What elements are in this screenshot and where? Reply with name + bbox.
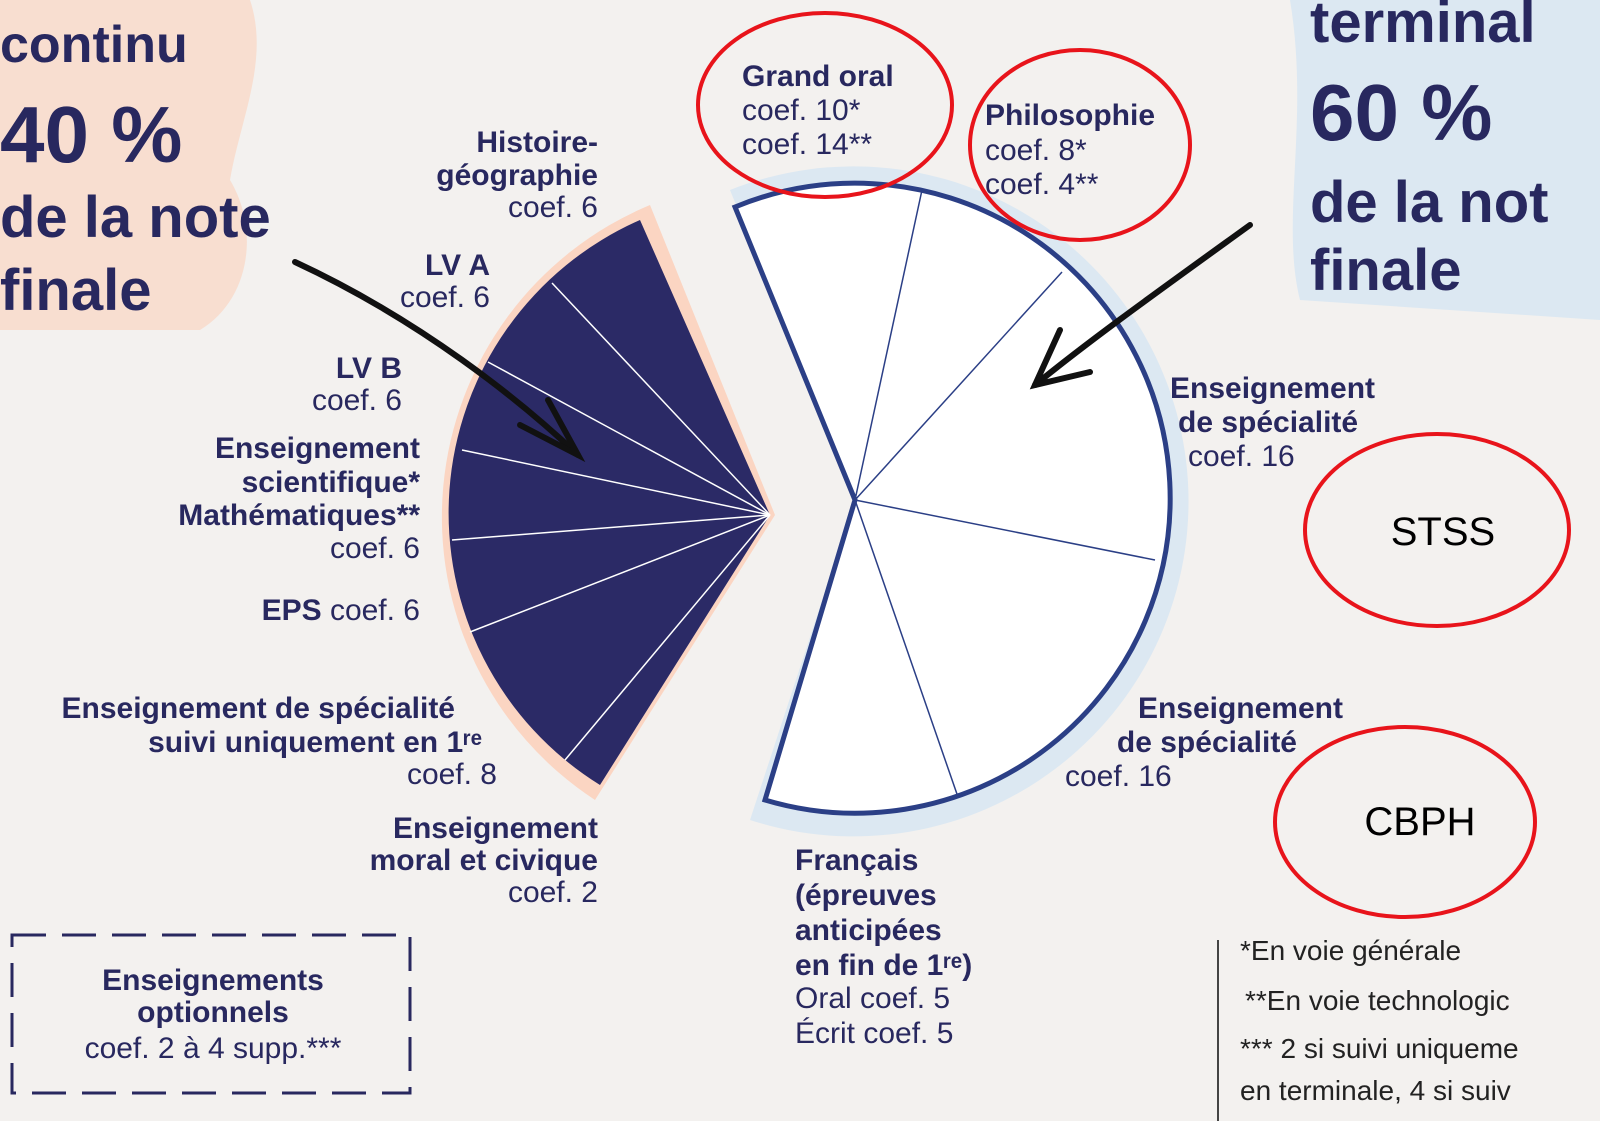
header-line: terminal	[1310, 0, 1536, 55]
left-labels: Histoire- géographie coef. 6 LV A coef. …	[62, 126, 598, 909]
label-coef: coef. 6	[508, 191, 598, 224]
header-line: finale	[0, 258, 152, 323]
left-fan	[448, 220, 770, 785]
label-title: EPS	[262, 594, 322, 627]
header-line: de la not	[1310, 170, 1548, 235]
label-title: LV B	[336, 352, 402, 385]
label-title: Enseignement	[215, 432, 420, 465]
label-coef: Écrit coef. 5	[795, 1017, 953, 1050]
label-title: (épreuves	[795, 879, 937, 912]
label-coef: coef. 8	[407, 758, 497, 791]
label-title: suivi uniquement en 1ʳᵉ	[148, 726, 482, 759]
label-title: géographie	[436, 159, 598, 192]
annotation-circles	[696, 11, 1571, 919]
label-title: Français	[795, 844, 918, 877]
label-coef: coef. 6	[330, 532, 420, 565]
annotation: STSS	[1391, 510, 1495, 554]
brush-left	[0, 0, 257, 330]
label-coef: coef. 4**	[985, 168, 1099, 201]
label-title: Enseignement	[1138, 692, 1343, 725]
footnote: *En voie générale	[1240, 935, 1461, 966]
header-line: finale	[1310, 238, 1462, 303]
label-title: LV A	[425, 249, 490, 282]
fan-dividers	[451, 282, 771, 761]
label-title: Enseignement	[393, 812, 598, 845]
label-coef: coef. 16	[1065, 760, 1172, 793]
label-title: de spécialité	[1178, 406, 1358, 439]
label-coef: coef. 10*	[742, 94, 861, 127]
header-percent: 40 %	[0, 90, 182, 179]
label-title: de spécialité	[1117, 726, 1297, 759]
header-line: continu	[0, 16, 188, 74]
footnote: en terminale, 4 si suiv	[1240, 1075, 1511, 1106]
header-percent: 60 %	[1310, 68, 1492, 157]
optional-labels: Enseignements optionnels coef. 2 à 4 sup…	[85, 964, 342, 1065]
pie-dividers	[854, 189, 1156, 798]
label-coef: coef. 6	[400, 281, 490, 314]
label-title: Enseignement	[1170, 372, 1375, 405]
label-inline: EPS coef. 6	[262, 594, 420, 627]
label-coef: coef. 2	[508, 876, 598, 909]
label-title: Enseignements	[102, 964, 324, 997]
label-coef: coef. 6	[330, 594, 420, 627]
label-coef: coef. 2 à 4 supp.***	[85, 1032, 342, 1065]
label-title: Philosophie	[985, 99, 1155, 132]
label-coef: Oral coef. 5	[795, 982, 950, 1015]
brush-right	[1290, 0, 1600, 320]
label-coef: coef. 14**	[742, 128, 872, 161]
footnote: **En voie technologic	[1245, 985, 1510, 1016]
annotation: CBPH	[1364, 800, 1475, 844]
label-title: optionnels	[137, 996, 289, 1029]
header-line: de la note	[0, 185, 271, 250]
label-title: Grand oral	[742, 60, 894, 93]
label-title: Histoire-	[476, 126, 598, 159]
right-pie	[731, 180, 1173, 816]
optional-box	[10, 933, 412, 1095]
label-title: Mathématiques**	[178, 499, 420, 532]
label-title: en fin de 1ʳᵉ)	[795, 949, 972, 982]
label-coef: coef. 8*	[985, 134, 1087, 167]
label-title: Enseignement de spécialité	[62, 692, 455, 725]
label-coef: coef. 16	[1188, 440, 1295, 473]
label-title: scientifique*	[242, 466, 421, 499]
label-title: moral et civique	[370, 844, 598, 877]
arrows	[292, 222, 1253, 463]
label-title: anticipées	[795, 914, 942, 947]
label-coef: coef. 6	[312, 384, 402, 417]
footnote: *** 2 si suivi uniqueme	[1240, 1033, 1519, 1064]
